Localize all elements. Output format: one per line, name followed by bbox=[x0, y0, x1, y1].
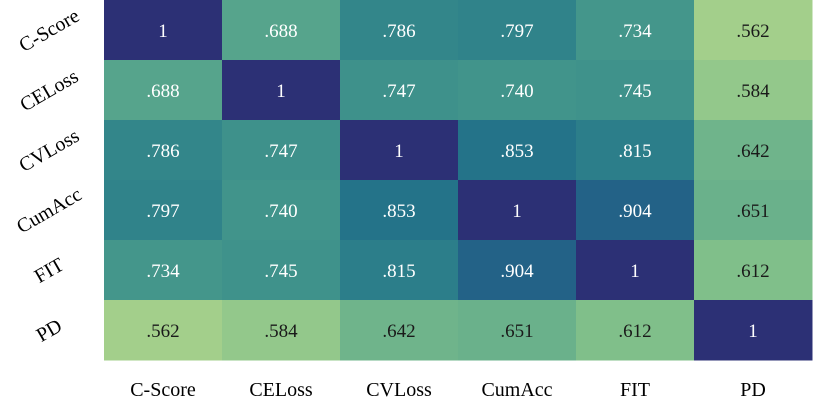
cell-value-label: .562 bbox=[146, 321, 179, 342]
x-tick-label: CELoss bbox=[249, 379, 313, 401]
x-axis-tick-labels: C-Score CELoss CVLoss CumAcc FIT PD bbox=[130, 379, 766, 401]
cell-value-label: .797 bbox=[500, 21, 533, 42]
heatmap-cell-3-5 bbox=[576, 120, 695, 181]
heatmap-cell-6-3 bbox=[340, 300, 459, 361]
heatmap-cell-3-4 bbox=[458, 120, 577, 181]
heatmap-cell-5-1 bbox=[104, 240, 223, 301]
heatmap-cell-4-5 bbox=[576, 180, 695, 241]
cell-value-label: .734 bbox=[146, 261, 180, 282]
heatmap-cell-2-1 bbox=[104, 60, 223, 121]
heatmap-cell-3-3 bbox=[340, 120, 459, 181]
cell-value-label: 1 bbox=[276, 81, 286, 102]
cell-value-label: .786 bbox=[382, 21, 415, 42]
heatmap-cell-2-3 bbox=[340, 60, 459, 121]
cell-value-label: .688 bbox=[146, 81, 179, 102]
heatmap-cell-5-6 bbox=[694, 240, 813, 301]
y-axis-tick-labels: C-Score CELoss CVLoss CumAcc FIT PD bbox=[13, 5, 86, 347]
heatmap-cell-3-1 bbox=[104, 120, 223, 181]
cell-value-label: 1 bbox=[512, 201, 522, 222]
cell-value-label: .651 bbox=[736, 201, 769, 222]
cell-value-label: .651 bbox=[500, 321, 533, 342]
cell-value-label: .747 bbox=[382, 81, 415, 102]
cell-value-label: 1 bbox=[748, 321, 758, 342]
cell-value-label: .688 bbox=[264, 21, 297, 42]
y-tick-label: C-Score bbox=[15, 5, 83, 57]
heatmap-cell-1-3 bbox=[340, 0, 459, 61]
heatmap-cell-labels: 1 .688 .786 .797 .734 .562 .688 1 .747 .740 .745 .5… bbox=[146, 21, 770, 342]
cell-value-label: 1 bbox=[630, 261, 640, 282]
heatmap-cell-4-6 bbox=[694, 180, 813, 241]
cell-value-label: .904 bbox=[500, 261, 534, 282]
cell-value-label: .853 bbox=[500, 141, 533, 162]
cell-value-label: .786 bbox=[146, 141, 179, 162]
cell-value-label: 1 bbox=[394, 141, 404, 162]
heatmap-cell-1-4 bbox=[458, 0, 577, 61]
x-tick-label: C-Score bbox=[130, 379, 196, 401]
y-tick-label: CVLoss bbox=[15, 125, 83, 177]
cell-value-label: .904 bbox=[618, 201, 652, 222]
heatmap-cell-4-4 bbox=[458, 180, 577, 241]
heatmap-cell-1-6 bbox=[694, 0, 813, 61]
heatmap-cell-2-5 bbox=[576, 60, 695, 121]
heatmap-cell-2-2 bbox=[222, 60, 341, 121]
cell-value-label: .612 bbox=[618, 321, 651, 342]
x-tick-label: CVLoss bbox=[366, 379, 432, 401]
cell-value-label: 1 bbox=[158, 21, 168, 42]
heatmap-cell-5-5 bbox=[576, 240, 695, 301]
cell-value-label: .740 bbox=[264, 201, 297, 222]
heatmap-cell-3-6 bbox=[694, 120, 813, 181]
heatmap-cell-5-3 bbox=[340, 240, 459, 301]
cell-value-label: .612 bbox=[736, 261, 769, 282]
heatmap-cell-6-6 bbox=[694, 300, 813, 361]
heatmap-cell-6-4 bbox=[458, 300, 577, 361]
cell-value-label: .745 bbox=[264, 261, 297, 282]
y-tick-label: PD bbox=[33, 315, 66, 347]
cell-value-label: .642 bbox=[736, 141, 769, 162]
heatmap-cell-6-5 bbox=[576, 300, 695, 361]
cell-value-label: .562 bbox=[736, 21, 769, 42]
y-tick-label: CumAcc bbox=[13, 183, 86, 238]
cell-value-label: .734 bbox=[618, 21, 652, 42]
heatmap-cells bbox=[104, 0, 813, 361]
heatmap-cell-6-2 bbox=[222, 300, 341, 361]
x-tick-label: CumAcc bbox=[481, 379, 552, 401]
heatmap-cell-2-6 bbox=[694, 60, 813, 121]
heatmap-cell-4-1 bbox=[104, 180, 223, 241]
cell-value-label: .745 bbox=[618, 81, 651, 102]
heatmap-cell-1-5 bbox=[576, 0, 695, 61]
heatmap-cell-1-2 bbox=[222, 0, 341, 61]
heatmap-cell-2-4 bbox=[458, 60, 577, 121]
cell-value-label: .815 bbox=[382, 261, 415, 282]
heatmap-cell-6-1 bbox=[104, 300, 223, 361]
y-tick-label: FIT bbox=[31, 254, 68, 288]
heatmap-cell-5-4 bbox=[458, 240, 577, 301]
heatmap-cell-5-2 bbox=[222, 240, 341, 301]
cell-value-label: .747 bbox=[264, 141, 297, 162]
heatmap-cell-4-2 bbox=[222, 180, 341, 241]
heatmap-cell-1-1 bbox=[104, 0, 223, 61]
cell-value-label: .584 bbox=[264, 321, 298, 342]
y-tick-label: CELoss bbox=[16, 65, 82, 116]
cell-value-label: .797 bbox=[146, 201, 179, 222]
cell-value-label: .853 bbox=[382, 201, 415, 222]
cell-value-label: .584 bbox=[736, 81, 770, 102]
x-tick-label: PD bbox=[740, 379, 766, 401]
heatmap-cell-3-2 bbox=[222, 120, 341, 181]
heatmap-cell-4-3 bbox=[340, 180, 459, 241]
x-tick-label: FIT bbox=[620, 379, 650, 401]
cell-value-label: .642 bbox=[382, 321, 415, 342]
cell-value-label: .740 bbox=[500, 81, 533, 102]
cell-value-label: .815 bbox=[618, 141, 651, 162]
